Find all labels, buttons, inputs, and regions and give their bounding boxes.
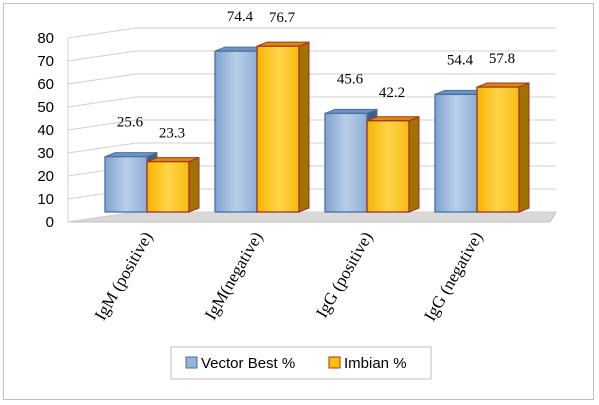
data-label-imbian: 57.8	[489, 51, 515, 67]
y-tick-label: 30	[37, 145, 54, 162]
gridline	[67, 73, 556, 85]
gridline	[67, 50, 556, 62]
y-tick-label: 20	[37, 168, 54, 185]
data-label-imbian: 42.2	[379, 85, 405, 101]
x-category-label: IgM(negative)	[201, 229, 267, 324]
y-tick-label: 40	[37, 122, 54, 139]
x-category-label: IgM (positive)	[91, 229, 157, 324]
data-label-imbian: 23.3	[159, 126, 185, 142]
x-category-label: IgG (negative)	[420, 229, 486, 325]
legend-box	[170, 346, 432, 380]
data-label-vector-best: 45.6	[337, 71, 364, 87]
bar-imbian	[366, 116, 420, 213]
chart-floor	[67, 211, 557, 223]
y-tick-label: 60	[37, 76, 54, 93]
data-label-imbian: 76.7	[269, 10, 296, 26]
legend-label-vector-best: Vector Best %	[201, 355, 295, 372]
gridline	[67, 27, 556, 39]
y-tick-label: 0	[46, 214, 54, 231]
data-label-vector-best: 54.4	[447, 52, 474, 68]
data-label-vector-best: 25.6	[117, 115, 144, 131]
x-category-label: IgG (positive)	[312, 229, 376, 322]
y-tick-label: 80	[37, 30, 54, 47]
bar-imbian	[476, 82, 530, 213]
y-tick-label: 50	[37, 99, 54, 116]
bar-imbian	[146, 156, 200, 213]
legend-swatch-imbian	[328, 356, 341, 369]
data-label-vector-best: 74.4	[227, 9, 254, 25]
y-tick-label: 70	[37, 53, 54, 70]
legend-label-imbian: Imbian %	[344, 355, 407, 372]
gridline	[67, 96, 556, 108]
legend-swatch-vector-best	[185, 356, 198, 369]
y-tick-label: 10	[37, 191, 54, 208]
bar-imbian	[256, 41, 310, 213]
